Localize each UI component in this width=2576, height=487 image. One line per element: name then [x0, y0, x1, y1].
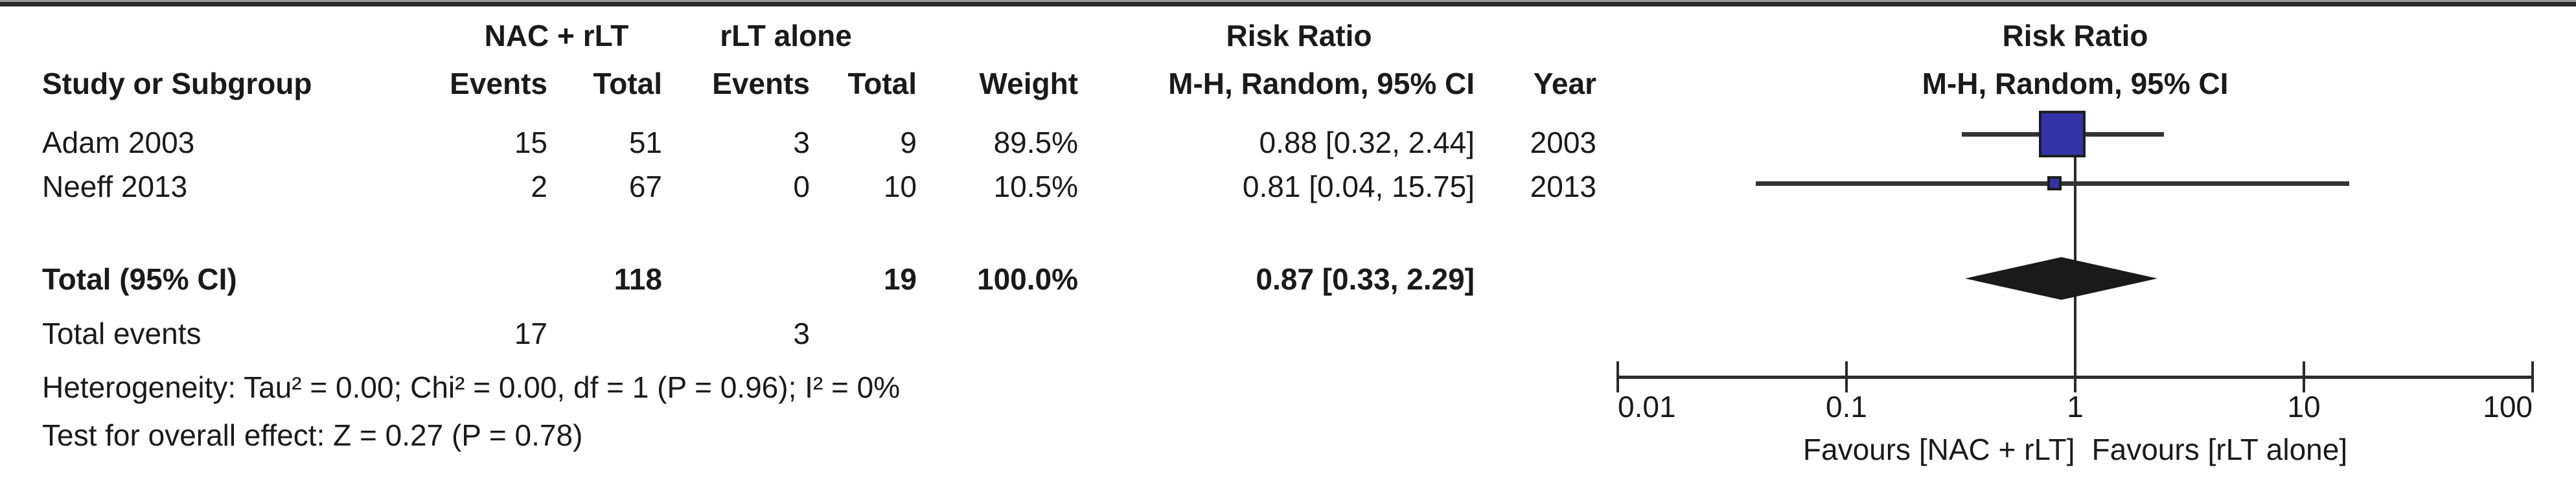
- weight-col-header: Weight: [979, 67, 1078, 100]
- heterogeneity-text: Heterogeneity: Tau² = 0.00; Chi² = 0.00,…: [42, 370, 901, 404]
- total-events1: 17: [514, 317, 547, 350]
- ci-text: 0.88 [0.32, 2.44]: [1259, 126, 1475, 159]
- axis-tick-label: 100: [2483, 390, 2533, 424]
- plot-subtitle: M-H, Random, 95% CI: [1922, 67, 2229, 100]
- favours-left-label: Favours [NAC + rLT]: [1802, 433, 2075, 466]
- total-events2: 3: [793, 317, 810, 350]
- events2-col-header: Events: [712, 67, 810, 100]
- study-name: Neeff 2013: [42, 170, 188, 203]
- plot-title: Risk Ratio: [2002, 19, 2148, 52]
- total-label: Total (95% CI): [42, 262, 237, 296]
- events1-value: 15: [514, 126, 547, 159]
- total1-value: 51: [628, 126, 662, 159]
- total2-sum: 19: [883, 262, 917, 296]
- axis-direction-labels: Favours [NAC + rLT] Favours [rLT alone]: [1803, 433, 2347, 466]
- header-separator-rule: [0, 0, 2576, 6]
- axis-tick-label: 10: [2287, 390, 2321, 424]
- weight-value: 89.5%: [993, 126, 1078, 159]
- group1-header: NAC + rLT: [484, 19, 629, 52]
- effect-col-header: M-H, Random, 95% CI: [1168, 67, 1475, 100]
- year-value: 2003: [1530, 126, 1596, 159]
- year-value: 2013: [1530, 170, 1596, 203]
- study-name: Adam 2003: [42, 126, 195, 159]
- total2-value: 10: [883, 170, 917, 203]
- group2-header: rLT alone: [720, 19, 852, 52]
- no-effect-line: [2074, 113, 2076, 377]
- weight-value: 10.5%: [993, 170, 1078, 203]
- effect-marker: [2039, 111, 2086, 157]
- events1-col-header: Events: [450, 67, 547, 100]
- axis-tick: [2074, 361, 2076, 392]
- events2-value: 3: [793, 126, 810, 159]
- total-events-label: Total events: [42, 317, 201, 350]
- axis-tick: [2303, 361, 2305, 392]
- axis-tick: [2531, 361, 2534, 392]
- axis-tick-label: 0.1: [1826, 390, 1867, 424]
- events2-value: 0: [793, 170, 810, 203]
- effect-marker: [2047, 176, 2062, 190]
- study-col-header: Study or Subgroup: [42, 67, 312, 100]
- effect-title-left: Risk Ratio: [1226, 19, 1372, 52]
- axis-tick-label: 0.01: [1618, 390, 1676, 424]
- total1-col-header: Total: [593, 67, 662, 100]
- events1-value: 2: [531, 170, 547, 203]
- overall-effect-text: Test for overall effect: Z = 0.27 (P = 0…: [42, 418, 583, 452]
- favours-right-label: Favours [rLT alone]: [2091, 433, 2348, 466]
- total2-value: 9: [900, 126, 917, 159]
- year-col-header: Year: [1533, 67, 1596, 100]
- axis-tick-label: 1: [2067, 390, 2084, 424]
- total1-sum: 118: [614, 262, 662, 296]
- axis-tick: [1616, 361, 1619, 392]
- total1-value: 67: [628, 170, 662, 203]
- total2-col-header: Total: [847, 67, 917, 100]
- overall-ci-text: 0.87 [0.33, 2.29]: [1256, 262, 1475, 296]
- axis-tick: [1845, 361, 1848, 392]
- weight-sum: 100.0%: [976, 262, 1078, 296]
- ci-text: 0.81 [0.04, 15.75]: [1242, 170, 1475, 203]
- summary-diamond: [1965, 257, 2158, 300]
